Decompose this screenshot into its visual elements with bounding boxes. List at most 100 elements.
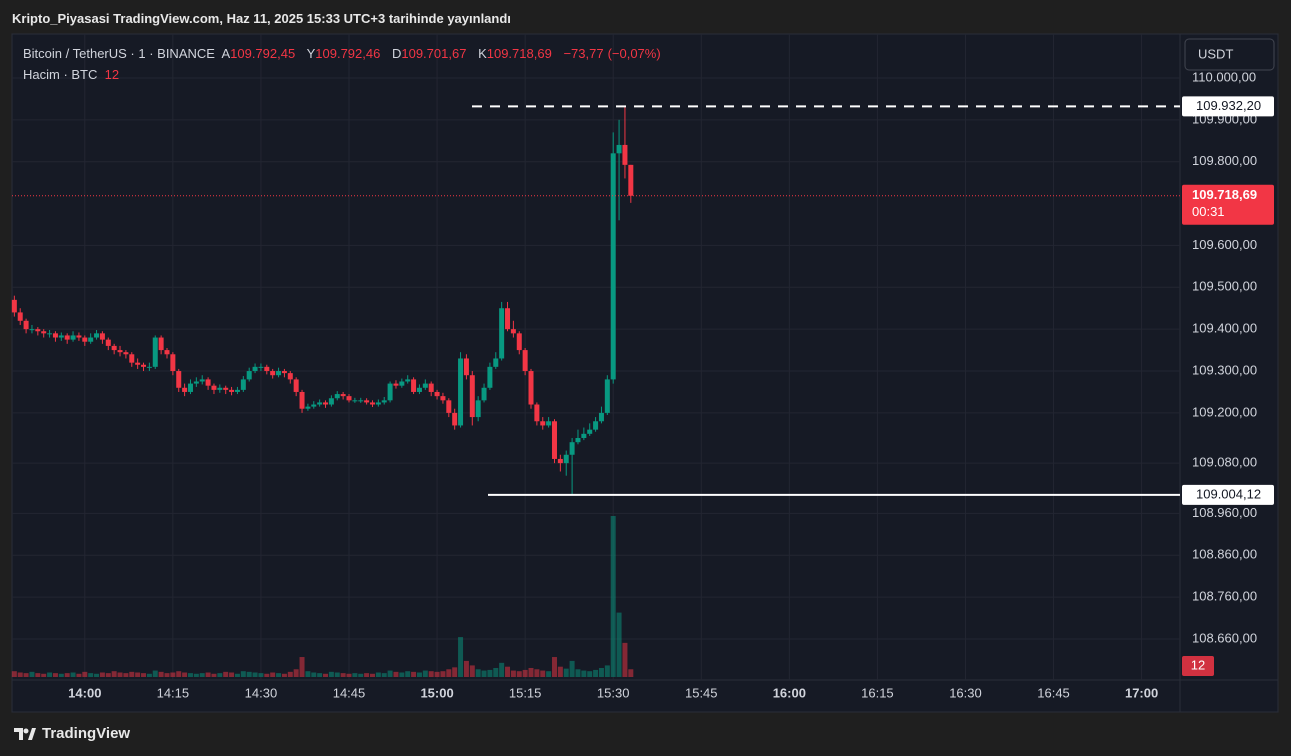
candle-body	[505, 308, 511, 330]
volume-bar	[334, 672, 340, 677]
candle-body	[581, 433, 587, 439]
last-price-label: 109.718,69	[1192, 187, 1257, 202]
candle-body	[158, 337, 164, 351]
volume-bar	[258, 673, 264, 677]
volume-bar	[187, 673, 193, 677]
candle-body	[193, 381, 199, 384]
volume-bar	[364, 673, 370, 677]
candle-body	[29, 329, 35, 331]
volume-bar	[94, 673, 100, 677]
volume-bar	[575, 669, 581, 677]
candle-body	[493, 358, 499, 367]
volume-title: Hacim · BTC	[23, 67, 98, 82]
volume-bar	[41, 673, 47, 677]
candle-body	[458, 358, 464, 426]
volume-bar	[416, 672, 422, 677]
change-pct: (−0,07%)	[607, 46, 661, 61]
volume-bar	[217, 673, 223, 677]
brand: TradingView	[42, 725, 131, 742]
currency[interactable]: USDT	[1198, 46, 1233, 61]
volume-bar	[422, 670, 428, 677]
candle-body	[305, 406, 311, 409]
candle-body	[622, 144, 628, 165]
candle-body	[587, 429, 593, 434]
y-tick-label: 109.080,00	[1192, 455, 1257, 470]
volume-bar	[76, 673, 82, 677]
volume-bar	[52, 673, 58, 677]
candle-body	[411, 379, 417, 392]
volume-bar	[88, 673, 94, 677]
candle-body	[569, 442, 575, 455]
legend-value: 109.718,69	[486, 46, 552, 61]
y-tick-label: 109.300,00	[1192, 362, 1257, 377]
x-tick-label: 15:45	[685, 685, 718, 700]
volume-bar	[234, 673, 240, 677]
volume-bar	[463, 660, 469, 677]
volume-bar	[522, 669, 528, 677]
volume-bar	[199, 673, 205, 677]
candle-body	[610, 153, 616, 380]
candle-body	[469, 375, 475, 418]
volume-bar	[593, 669, 599, 677]
volume-bar	[405, 671, 411, 677]
volume-bar	[604, 665, 610, 677]
volume-bar	[434, 671, 440, 677]
axes: 110.000,00109.900,00109.800,00109.600,00…	[68, 69, 1274, 700]
volume-bar	[17, 672, 23, 677]
candle-body	[452, 412, 458, 426]
low-line-box	[1182, 484, 1274, 505]
volume-bar	[387, 670, 393, 677]
volume-bar	[223, 671, 229, 677]
candle-body	[593, 421, 599, 430]
x-tick-label: 16:15	[861, 685, 894, 700]
candle-body	[240, 379, 246, 390]
candle-body	[70, 335, 76, 340]
candle-body	[463, 358, 469, 376]
volume-bar	[323, 673, 329, 677]
candle-body	[375, 402, 381, 405]
volume-bar	[598, 667, 604, 677]
candle-body	[311, 404, 317, 407]
volume-bar	[276, 673, 282, 677]
footer: TradingView	[14, 725, 130, 742]
candle-body	[446, 400, 452, 413]
volume-bar	[211, 673, 217, 677]
legend-row: Bitcoin / TetherUS · 1 · BINANCE A109.79…	[23, 46, 669, 61]
candle-body	[35, 329, 41, 332]
candle-body	[11, 299, 17, 313]
candle-body	[434, 391, 440, 397]
candle-body	[187, 383, 193, 392]
x-tick-label: 17:00	[1125, 685, 1158, 700]
volume-bar	[469, 665, 475, 677]
candle-body	[293, 379, 299, 392]
y-tick-label: 108.660,00	[1192, 630, 1257, 645]
volume-axis-box	[1182, 656, 1214, 676]
candle-body	[616, 144, 622, 154]
candle-body	[364, 400, 370, 403]
volume-bar	[117, 672, 123, 677]
volume-bar	[105, 673, 111, 677]
legend-key: A	[221, 46, 231, 61]
candle-body	[76, 335, 82, 338]
candle-body	[481, 387, 487, 401]
candle-body	[164, 350, 170, 355]
volume-bar	[551, 657, 557, 677]
x-tick-label: 15:15	[509, 685, 542, 700]
currency-button[interactable]	[1184, 38, 1275, 71]
y-tick-label: 109.200,00	[1192, 404, 1257, 419]
volume-bar	[240, 671, 246, 677]
volume-bar	[252, 672, 258, 677]
volume-bar	[499, 662, 505, 677]
candle-body	[264, 366, 270, 372]
change: −73,77	[563, 46, 604, 61]
candle-body	[387, 383, 393, 401]
logo	[14, 727, 36, 740]
x-tick-label: 16:00	[773, 685, 806, 700]
candle-body	[405, 379, 411, 382]
published-note: Kripto_Piyasasi TradingView.com, Haz 11,…	[12, 11, 511, 26]
candle-body	[528, 371, 534, 405]
candle-body	[199, 379, 205, 382]
candle-body	[557, 458, 563, 464]
volume-bar	[29, 671, 35, 677]
